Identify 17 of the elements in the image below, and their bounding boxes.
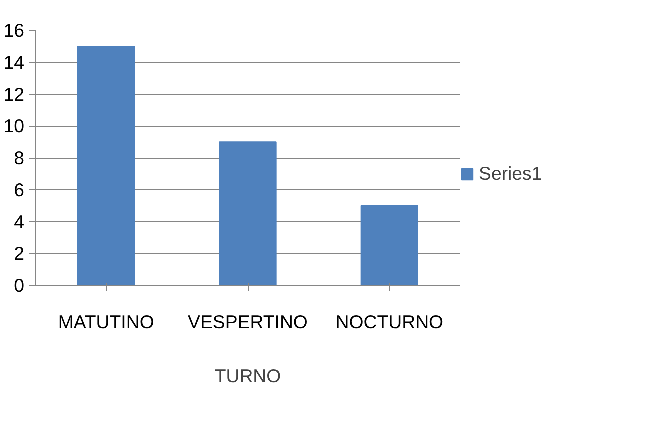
legend-label: Series1 <box>479 163 542 185</box>
x-tick-label: MATUTINO <box>58 312 154 332</box>
y-tick-label: 0 <box>14 275 25 296</box>
y-tick-label: 16 <box>4 20 25 41</box>
y-tick-label: 4 <box>14 211 25 232</box>
x-tick-label: NOCTURNO <box>336 312 444 332</box>
bar <box>78 46 136 286</box>
y-tick-label: 14 <box>4 52 25 73</box>
x-tick-label: VESPERTINO <box>188 312 308 332</box>
y-tick-label: 2 <box>14 243 25 264</box>
y-tick-label: 10 <box>4 116 25 137</box>
y-tick-label: 8 <box>14 148 25 168</box>
y-tick-label: 6 <box>14 179 25 200</box>
bar <box>360 205 418 286</box>
y-tick-label: 12 <box>4 84 25 105</box>
x-axis-title: TURNO <box>214 366 282 386</box>
bar <box>219 142 277 286</box>
